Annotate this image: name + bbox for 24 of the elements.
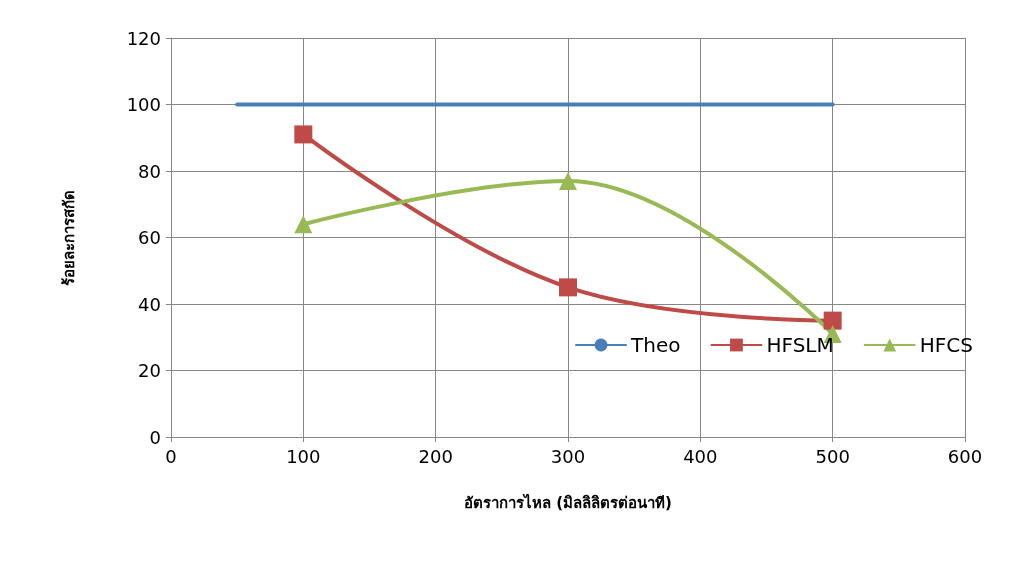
legend-label: HFSLM (766, 333, 834, 357)
x-tick-label: 400 (683, 445, 718, 467)
x-tick-label: 200 (418, 445, 453, 467)
point (823, 311, 842, 330)
legend-label: Theo (630, 333, 681, 357)
y-tick-label: 80 (138, 160, 161, 182)
x-tick-label: 500 (815, 445, 850, 467)
x-tick-label: 0 (165, 445, 177, 467)
y-tick-label: 120 (126, 27, 161, 49)
y-axis-title: ร้อยละการสกัด (59, 189, 78, 286)
point (294, 125, 313, 144)
x-axis-title: อัตราการไหล (มิลลิลิตรต่อนาที) (464, 492, 672, 512)
x-tick-label: 300 (550, 445, 586, 467)
point (294, 215, 313, 234)
y-tick-label: 100 (126, 94, 161, 115)
y-tick-label: 60 (138, 227, 161, 248)
legend-label: HFCS (919, 333, 973, 357)
y-tick-label: 40 (138, 293, 161, 315)
y-tick-label: 0 (149, 426, 161, 448)
x-tick-label: 100 (286, 445, 321, 467)
point (559, 171, 577, 190)
point (559, 278, 577, 297)
x-tick-label: 600 (947, 445, 983, 467)
y-tick-label: 20 (138, 360, 161, 381)
